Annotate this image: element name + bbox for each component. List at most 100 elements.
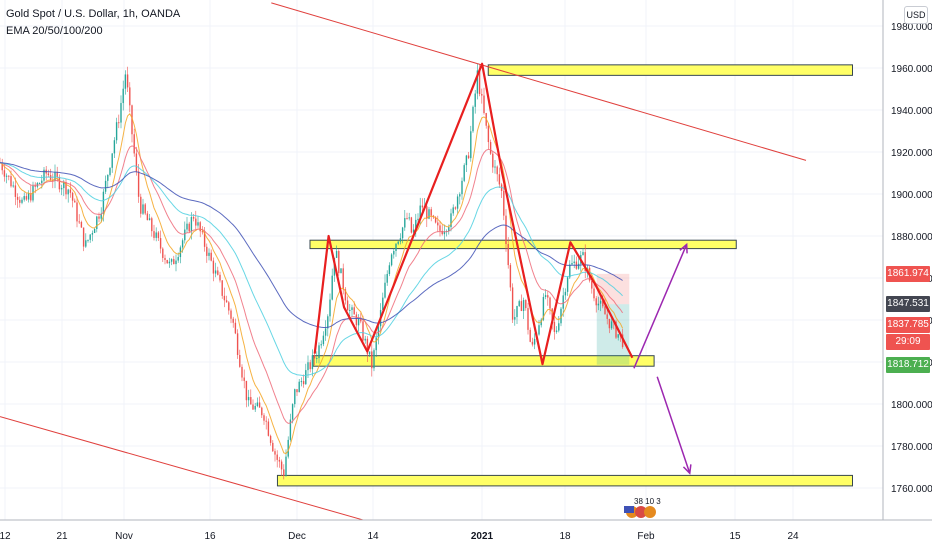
currency-button[interactable]: USD (904, 6, 928, 24)
price-zone[interactable] (276, 474, 853, 487)
candle-body (104, 180, 107, 192)
candle-body (276, 454, 278, 460)
candle-body (362, 321, 364, 341)
candle-body (164, 257, 166, 260)
candle-body (489, 142, 492, 154)
y-tick-label: 1900.000 (891, 190, 932, 201)
candle-body (324, 328, 327, 336)
candle-body (263, 415, 265, 421)
y-tick-label: 1960.000 (891, 64, 932, 75)
y-tick-label: 1760.000 (891, 484, 932, 495)
candle-body (584, 252, 586, 271)
candle-body (239, 354, 241, 367)
candle-body (615, 321, 617, 338)
candle-body (459, 194, 461, 197)
candle-body (1, 162, 3, 171)
candle-body (533, 338, 536, 345)
candle-body (393, 250, 395, 255)
time-axis: 12 21 Nov 16 Dec 14 2021 18 Feb 15 24 (0, 531, 799, 542)
candle-body (560, 308, 562, 324)
x-tick-label: 12 (0, 531, 11, 542)
candle-body (10, 176, 12, 187)
candle-body (43, 169, 45, 181)
candle-body (23, 196, 25, 200)
candle-body (168, 261, 171, 264)
candle-body (111, 153, 113, 168)
candle-body (525, 300, 527, 309)
candle-body (186, 223, 188, 230)
candle-body (538, 325, 540, 335)
candle-body (265, 420, 267, 422)
support-resistance-zones (276, 64, 853, 487)
candle-body (175, 260, 177, 265)
candle-body (375, 337, 377, 351)
candle-body (555, 330, 558, 332)
candle-body (496, 166, 498, 175)
candle-body (82, 227, 85, 247)
channel-line[interactable] (271, 2, 807, 161)
economic-event-badge[interactable]: 38 10 3 (624, 497, 661, 518)
candle-body (305, 370, 307, 385)
candle-body (316, 358, 318, 360)
pattern-line[interactable] (313, 62, 634, 366)
price-label: 1847.531 (886, 296, 930, 312)
candle-body (272, 442, 274, 452)
candle-body (307, 362, 309, 371)
candle-body (63, 182, 65, 189)
projection-arrow[interactable] (656, 376, 691, 474)
candle-body (419, 205, 421, 219)
candle-body (441, 230, 443, 235)
event-badge-text: 38 10 3 (634, 497, 661, 506)
indicator-legend[interactable]: EMA 20/50/100/200 (6, 25, 103, 37)
channel-line[interactable] (0, 416, 399, 531)
candle-body (577, 263, 580, 269)
candle-body (100, 213, 102, 219)
projection-arrow[interactable] (633, 244, 688, 369)
candle-body (388, 265, 391, 274)
candle-body (481, 93, 483, 96)
candle-body (329, 299, 331, 317)
drawing-lines (0, 2, 807, 531)
arrow-head-icon (682, 464, 692, 475)
candle-body (551, 308, 553, 323)
candle-body (522, 300, 525, 311)
candle-body (93, 229, 96, 234)
candle-body (516, 306, 518, 318)
candle-body (206, 246, 208, 256)
candle-body (408, 217, 410, 219)
candle-body (3, 170, 6, 177)
candle-body (591, 280, 593, 289)
candle-body (14, 185, 17, 197)
candle-body (302, 381, 305, 385)
candle-body (428, 209, 430, 219)
candle-body (12, 185, 14, 187)
candle-body (131, 105, 133, 135)
candle-body (448, 227, 450, 232)
take-profit-area[interactable] (596, 304, 630, 365)
candle-body (511, 287, 514, 320)
candle-body (274, 451, 276, 455)
candle-body (285, 456, 287, 476)
candle-body (309, 362, 311, 370)
candle-body (415, 219, 417, 230)
ema-line-200 (0, 162, 623, 328)
candle-body (258, 402, 261, 408)
candle-body (71, 192, 74, 201)
candle-body (223, 295, 226, 301)
ema-line-20 (0, 112, 624, 455)
price-zone[interactable] (487, 64, 853, 76)
candle-body (294, 389, 296, 405)
candle-body (492, 153, 494, 168)
candle-body (562, 295, 564, 309)
candle-body (569, 264, 571, 278)
candle-body (217, 270, 219, 275)
candle-body (118, 122, 120, 124)
candle-body (434, 217, 437, 223)
candle-body (126, 74, 129, 88)
candle-body (102, 191, 105, 214)
candle-body (30, 193, 32, 201)
candle-body (27, 193, 30, 200)
candle-body (604, 306, 606, 315)
candle-body (503, 190, 505, 216)
